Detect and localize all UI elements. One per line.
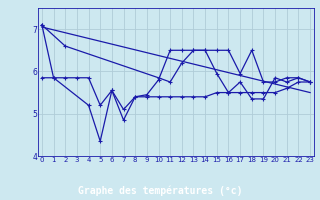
Text: Graphe des températures (°c): Graphe des températures (°c)	[78, 186, 242, 196]
